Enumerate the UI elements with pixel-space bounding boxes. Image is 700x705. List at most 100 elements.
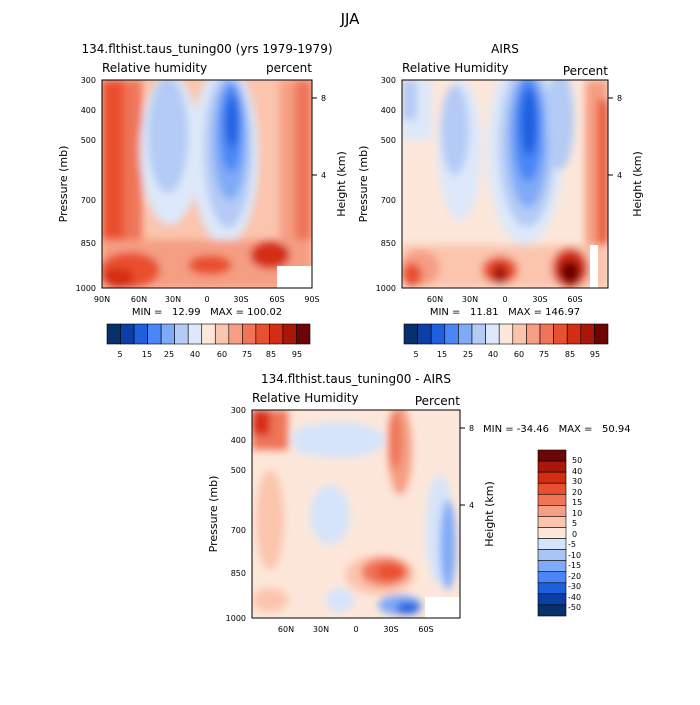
colorbar-swatch [537,560,567,573]
panel-3-xtick-0: 0 [353,625,358,634]
panel-1-xtick-30n: 30N [165,295,181,304]
panel-1-xtick-90s: 90S [304,295,319,304]
panel-1-ytick-400: 400 [81,106,96,115]
panel-3-stats: MIN = -34.46 MAX = 50.94 [483,424,631,435]
panel-1-cb-label-5: 5 [117,350,122,359]
panel-3-ytick-700: 700 [231,526,246,535]
panel-3-xtick-60s: 60S [418,625,433,634]
panel-difference: 134.flthist.taus_tuning00 - AIRS Relativ… [207,372,631,634]
colorbar-swatch [296,323,311,345]
panel-2-colorbar: 5 15 25 40 60 75 85 95 [403,323,609,359]
colorbar-swatch [282,323,297,345]
panel-1-stats: MIN = 12.99 MAX = 100.02 [132,307,282,318]
panel-2-y-ticks: 300 400 500 700 850 1000 [376,76,396,293]
panel-3-xtick-30n: 30N [313,625,329,634]
colorbar-swatch [539,323,554,345]
panel-2-xtick-60n: 60N [427,295,443,304]
panel-1-cb-label-40: 40 [190,350,200,359]
panel-1-cb-label-15: 15 [142,350,152,359]
colorbar-swatch [106,323,121,345]
colorbar-swatch [430,323,446,345]
panel-2-xtick-60s: 60S [567,295,582,304]
panel-1-y2tick-4: 4 [321,171,326,180]
panel-2-cb-label-15: 15 [437,350,447,359]
colorbar-swatch [537,582,567,595]
colorbar-swatch [537,516,567,528]
colorbar-swatch [498,323,514,345]
panel-2-stats: MIN = 11.81 MAX = 146.97 [430,307,580,318]
colorbar-swatch [174,323,189,345]
colorbar-swatch [537,604,567,617]
panel-2-cb-label-5: 5 [413,350,418,359]
colorbar-swatch [269,323,284,345]
panel-1-cb-label-85: 85 [266,350,276,359]
panel-2-y-axis-label: Pressure (mb) [357,146,370,223]
panel-2-xtick-0: 0 [502,295,507,304]
colorbar-swatch [444,323,459,345]
panel-3-y-ticks: 300 400 500 700 850 1000 [226,406,246,623]
colorbar-swatch [553,323,568,345]
colorbar-swatch [133,323,148,345]
panel-3-cb-label-30: 30 [572,477,582,486]
panel-2-ytick-400: 400 [381,106,396,115]
panel-3-ytick-500: 500 [231,466,246,475]
colorbar-swatch [537,460,567,473]
colorbar-swatch [594,323,609,345]
colorbar-swatch [120,323,135,345]
panel-2-colorbar-labels: 5 15 25 40 60 75 85 95 [413,350,600,359]
colorbar-swatch [214,323,230,345]
panel-2-y2-axis-label: Height (km) [631,151,644,217]
panel-1-cb-label-25: 25 [164,350,174,359]
colorbar-swatch [242,323,257,345]
panel-2-y2-ticks: 8 4 [608,94,622,180]
panel-2-title: AIRS [491,42,519,56]
panel-3-cb-label-m30: -30 [568,582,581,591]
panel-3-cb-label-10: 10 [572,509,582,518]
panel-1-field [102,80,312,288]
panel-2-field [402,80,608,288]
panel-3-colorbar-swatches [537,449,567,617]
panel-1-cb-label-75: 75 [242,350,252,359]
panel-2-x-ticks: 60N 30N 0 30S 60S [427,295,583,304]
panel-3-cb-label-m5: -5 [568,540,576,549]
panel-3-cb-label-50: 50 [572,456,582,465]
colorbar-swatch [537,593,567,606]
panel-3-y-axis-label: Pressure (mb) [207,476,220,553]
colorbar-swatch [512,323,527,345]
panel-3-cb-label-m40: -40 [568,593,581,602]
panel-airs-rh: AIRS Relative Humidity Percent [357,42,644,359]
panel-3-right-label: Percent [415,394,460,408]
panel-1-y-ticks: 300 400 500 700 850 1000 [76,76,96,293]
colorbar-swatch [160,323,175,345]
panel-2-cb-label-40: 40 [488,350,498,359]
panel-3-field [252,410,460,618]
colorbar-swatch [201,323,216,345]
panel-3-title: 134.flthist.taus_tuning00 - AIRS [261,372,451,386]
colorbar-swatch [580,323,595,345]
panel-3-y2-axis-label: Height (km) [483,481,496,547]
panel-2-ytick-1000: 1000 [376,284,396,293]
panel-1-xtick-60n: 60N [131,295,147,304]
panel-2-ytick-700: 700 [381,196,396,205]
panel-2-colorbar-swatches [403,323,609,345]
panel-2-cb-label-85: 85 [565,350,575,359]
colorbar-swatch [417,323,432,345]
panel-2-cb-label-95: 95 [590,350,600,359]
colorbar-swatch [458,323,473,345]
panel-1-colorbar-labels: 5 15 25 40 60 75 85 95 [117,350,302,359]
colorbar-swatch [187,323,203,345]
panel-2-left-label: Relative Humidity [402,61,509,75]
figure-title: JJA [340,10,361,28]
colorbar-swatch [566,323,582,345]
panel-3-x-ticks: 60N 30N 0 30S 60S [278,625,434,634]
panel-1-cb-label-95: 95 [292,350,302,359]
panel-2-ytick-500: 500 [381,136,396,145]
panel-3-cb-label-5: 5 [572,519,577,528]
panel-2-y2tick-4: 4 [617,171,622,180]
panel-1-xtick-90n: 90N [94,295,110,304]
colorbar-swatch [537,449,567,462]
colorbar-swatch [537,493,567,506]
colorbar-swatch [485,323,500,345]
panel-3-ytick-400: 400 [231,436,246,445]
